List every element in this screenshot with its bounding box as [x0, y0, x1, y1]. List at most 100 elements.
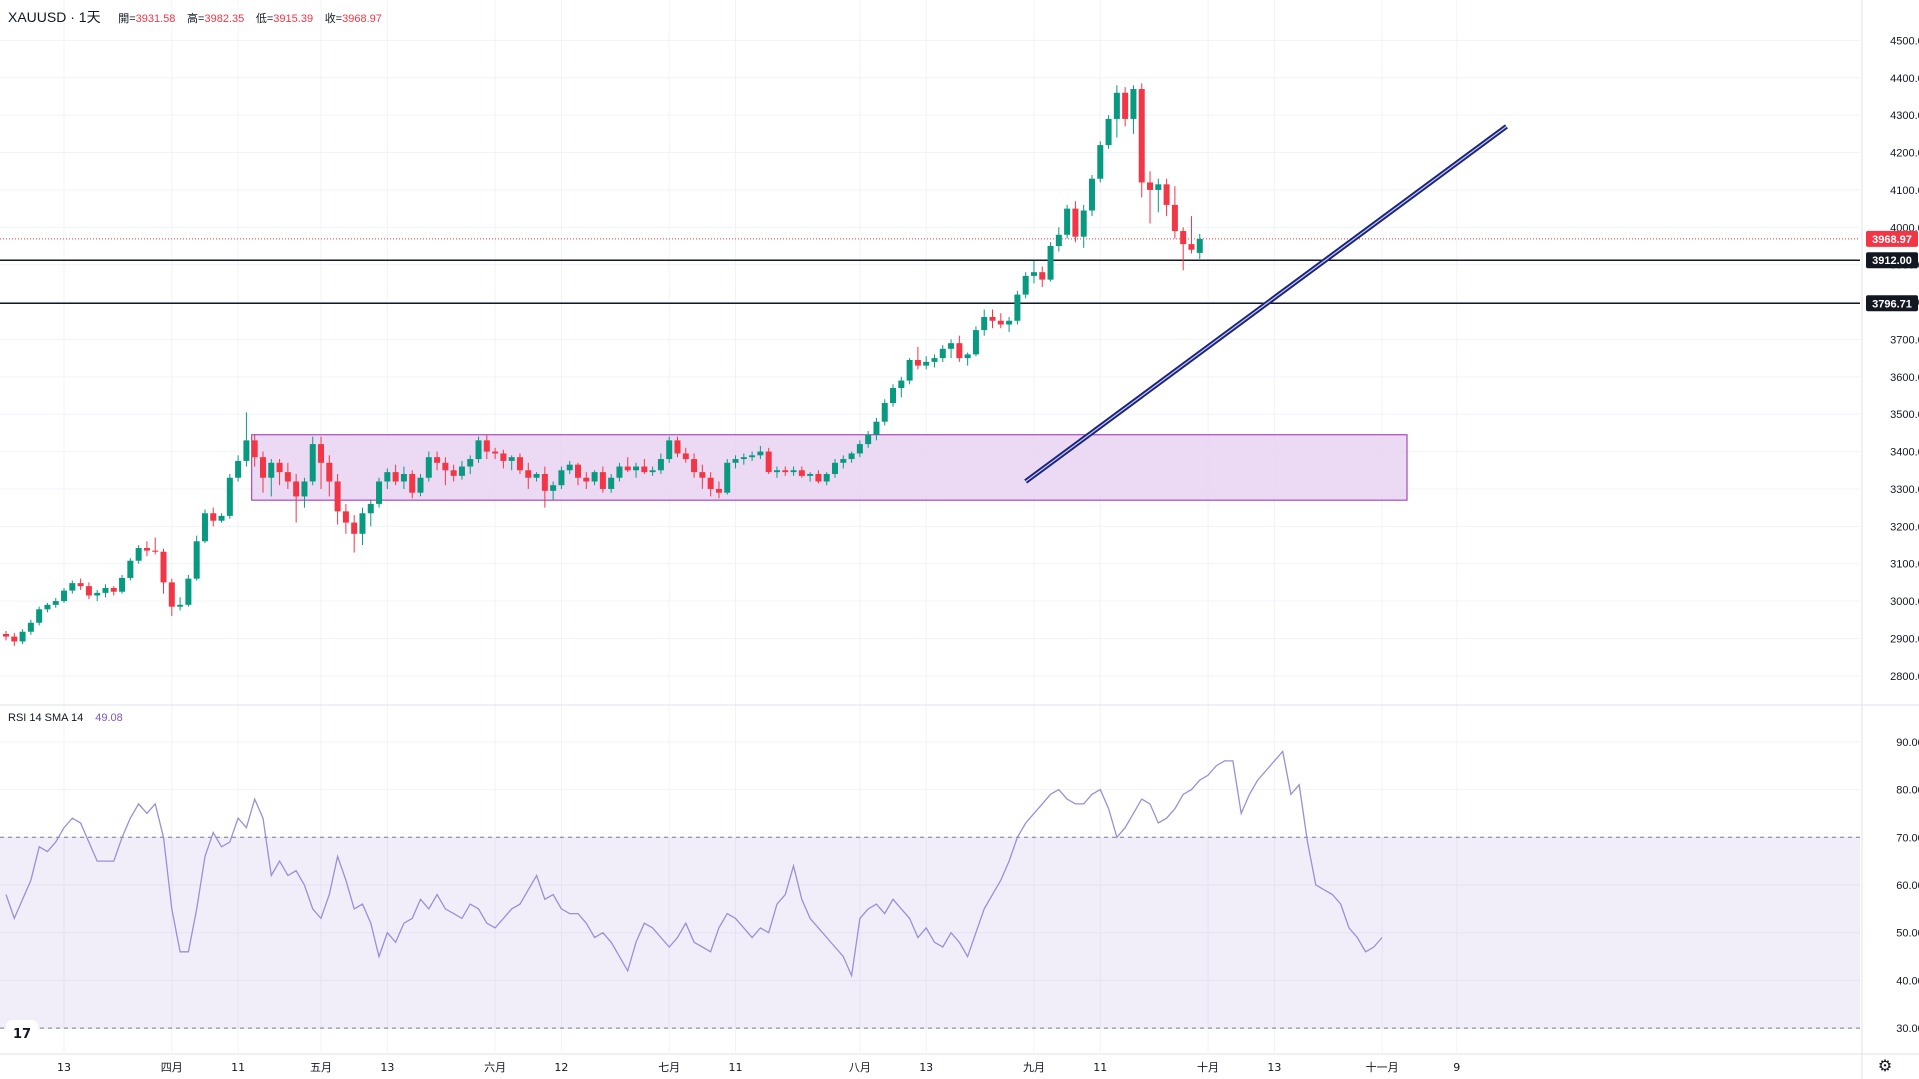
- candle-body[interactable]: [865, 434, 872, 445]
- candle-body[interactable]: [649, 470, 656, 473]
- candle-body[interactable]: [425, 457, 432, 478]
- candle-body[interactable]: [1138, 89, 1145, 183]
- candle-body[interactable]: [218, 515, 225, 521]
- price-badge[interactable]: [1866, 295, 1918, 312]
- candle-body[interactable]: [1155, 184, 1162, 190]
- candle-body[interactable]: [309, 444, 316, 482]
- candle-body[interactable]: [226, 477, 233, 516]
- candle-body[interactable]: [608, 477, 615, 489]
- candle-body[interactable]: [1088, 178, 1095, 211]
- candle-body[interactable]: [956, 343, 963, 359]
- candle-body[interactable]: [359, 513, 366, 534]
- candle-body[interactable]: [351, 522, 358, 534]
- candle-body[interactable]: [807, 474, 814, 476]
- candle-body[interactable]: [508, 457, 515, 461]
- candle-body[interactable]: [566, 464, 573, 471]
- candle-body[interactable]: [782, 470, 789, 473]
- candle-body[interactable]: [160, 551, 167, 583]
- candle-body[interactable]: [442, 462, 449, 471]
- candle-body[interactable]: [177, 604, 184, 607]
- candle-body[interactable]: [301, 481, 308, 497]
- candle-body[interactable]: [259, 457, 266, 478]
- candle-body[interactable]: [127, 560, 134, 578]
- candle-body[interactable]: [541, 474, 548, 491]
- candle-body[interactable]: [840, 459, 847, 463]
- price-badge[interactable]: [1866, 252, 1918, 269]
- candle-body[interactable]: [715, 488, 722, 493]
- candle-body[interactable]: [94, 592, 101, 596]
- candle-body[interactable]: [1014, 294, 1021, 321]
- candle-body[interactable]: [666, 440, 673, 460]
- candle-body[interactable]: [235, 460, 242, 478]
- rsi-pane[interactable]: [0, 749, 1860, 1029]
- candle-body[interactable]: [749, 455, 756, 458]
- candle-body[interactable]: [964, 354, 971, 359]
- candle-body[interactable]: [890, 388, 897, 403]
- candle-body[interactable]: [384, 472, 391, 482]
- candle-body[interactable]: [1097, 145, 1104, 179]
- candle-body[interactable]: [1147, 182, 1154, 190]
- candle-body[interactable]: [1047, 246, 1054, 280]
- candle-body[interactable]: [1163, 184, 1170, 205]
- candle-body[interactable]: [525, 470, 532, 478]
- candle-body[interactable]: [201, 513, 208, 542]
- candle-body[interactable]: [367, 503, 374, 514]
- candle-body[interactable]: [823, 474, 830, 482]
- candle-body[interactable]: [284, 472, 291, 482]
- candle-body[interactable]: [434, 457, 441, 463]
- candle-body[interactable]: [790, 470, 797, 473]
- candle-body[interactable]: [1030, 272, 1037, 276]
- candle-body[interactable]: [691, 459, 698, 473]
- candle-body[interactable]: [458, 466, 465, 476]
- candle-body[interactable]: [674, 440, 681, 454]
- candle-body[interactable]: [475, 440, 482, 460]
- candle-body[interactable]: [981, 317, 988, 331]
- candle-body[interactable]: [757, 451, 764, 456]
- candle-body[interactable]: [326, 462, 333, 482]
- candle-body[interactable]: [1039, 272, 1046, 280]
- candle-body[interactable]: [11, 636, 18, 642]
- candle-body[interactable]: [210, 513, 217, 521]
- candle-body[interactable]: [110, 588, 117, 592]
- candle-body[interactable]: [450, 470, 457, 476]
- candle-body[interactable]: [972, 330, 979, 355]
- candle-body[interactable]: [119, 577, 126, 592]
- candle-body[interactable]: [342, 511, 349, 523]
- candle-body[interactable]: [293, 481, 300, 497]
- candle-body[interactable]: [376, 481, 383, 504]
- candle-body[interactable]: [575, 464, 582, 478]
- candle-body[interactable]: [633, 466, 640, 471]
- candle-body[interactable]: [997, 320, 1004, 325]
- candle-body[interactable]: [276, 462, 283, 473]
- candle-body[interactable]: [102, 588, 109, 593]
- candle-body[interactable]: [989, 317, 996, 321]
- candle-body[interactable]: [168, 582, 175, 607]
- candle-body[interactable]: [69, 583, 76, 591]
- candle-body[interactable]: [898, 380, 905, 389]
- candle-body[interactable]: [243, 440, 250, 461]
- candle-body[interactable]: [533, 474, 540, 478]
- candle-body[interactable]: [815, 474, 822, 482]
- candle-body[interactable]: [724, 462, 731, 493]
- candle-body[interactable]: [492, 451, 499, 454]
- candle-body[interactable]: [914, 360, 921, 366]
- candle-body[interactable]: [1122, 92, 1129, 119]
- candle-body[interactable]: [550, 485, 557, 491]
- candle-body[interactable]: [881, 402, 888, 422]
- candle-body[interactable]: [873, 421, 880, 435]
- candle-body[interactable]: [1196, 238, 1203, 253]
- candle-body[interactable]: [707, 477, 714, 489]
- candle-body[interactable]: [641, 466, 648, 473]
- candle-body[interactable]: [36, 609, 43, 623]
- candle-body[interactable]: [3, 633, 9, 637]
- candle-body[interactable]: [185, 578, 192, 605]
- candle-body[interactable]: [500, 453, 507, 461]
- consolidation-box[interactable]: [251, 434, 1408, 501]
- candle-body[interactable]: [400, 474, 407, 482]
- candle-body[interactable]: [923, 361, 930, 366]
- candle-body[interactable]: [193, 541, 200, 579]
- candle-body[interactable]: [1022, 275, 1029, 295]
- candle-body[interactable]: [19, 631, 26, 642]
- candle-body[interactable]: [268, 462, 275, 478]
- candle-body[interactable]: [599, 472, 606, 489]
